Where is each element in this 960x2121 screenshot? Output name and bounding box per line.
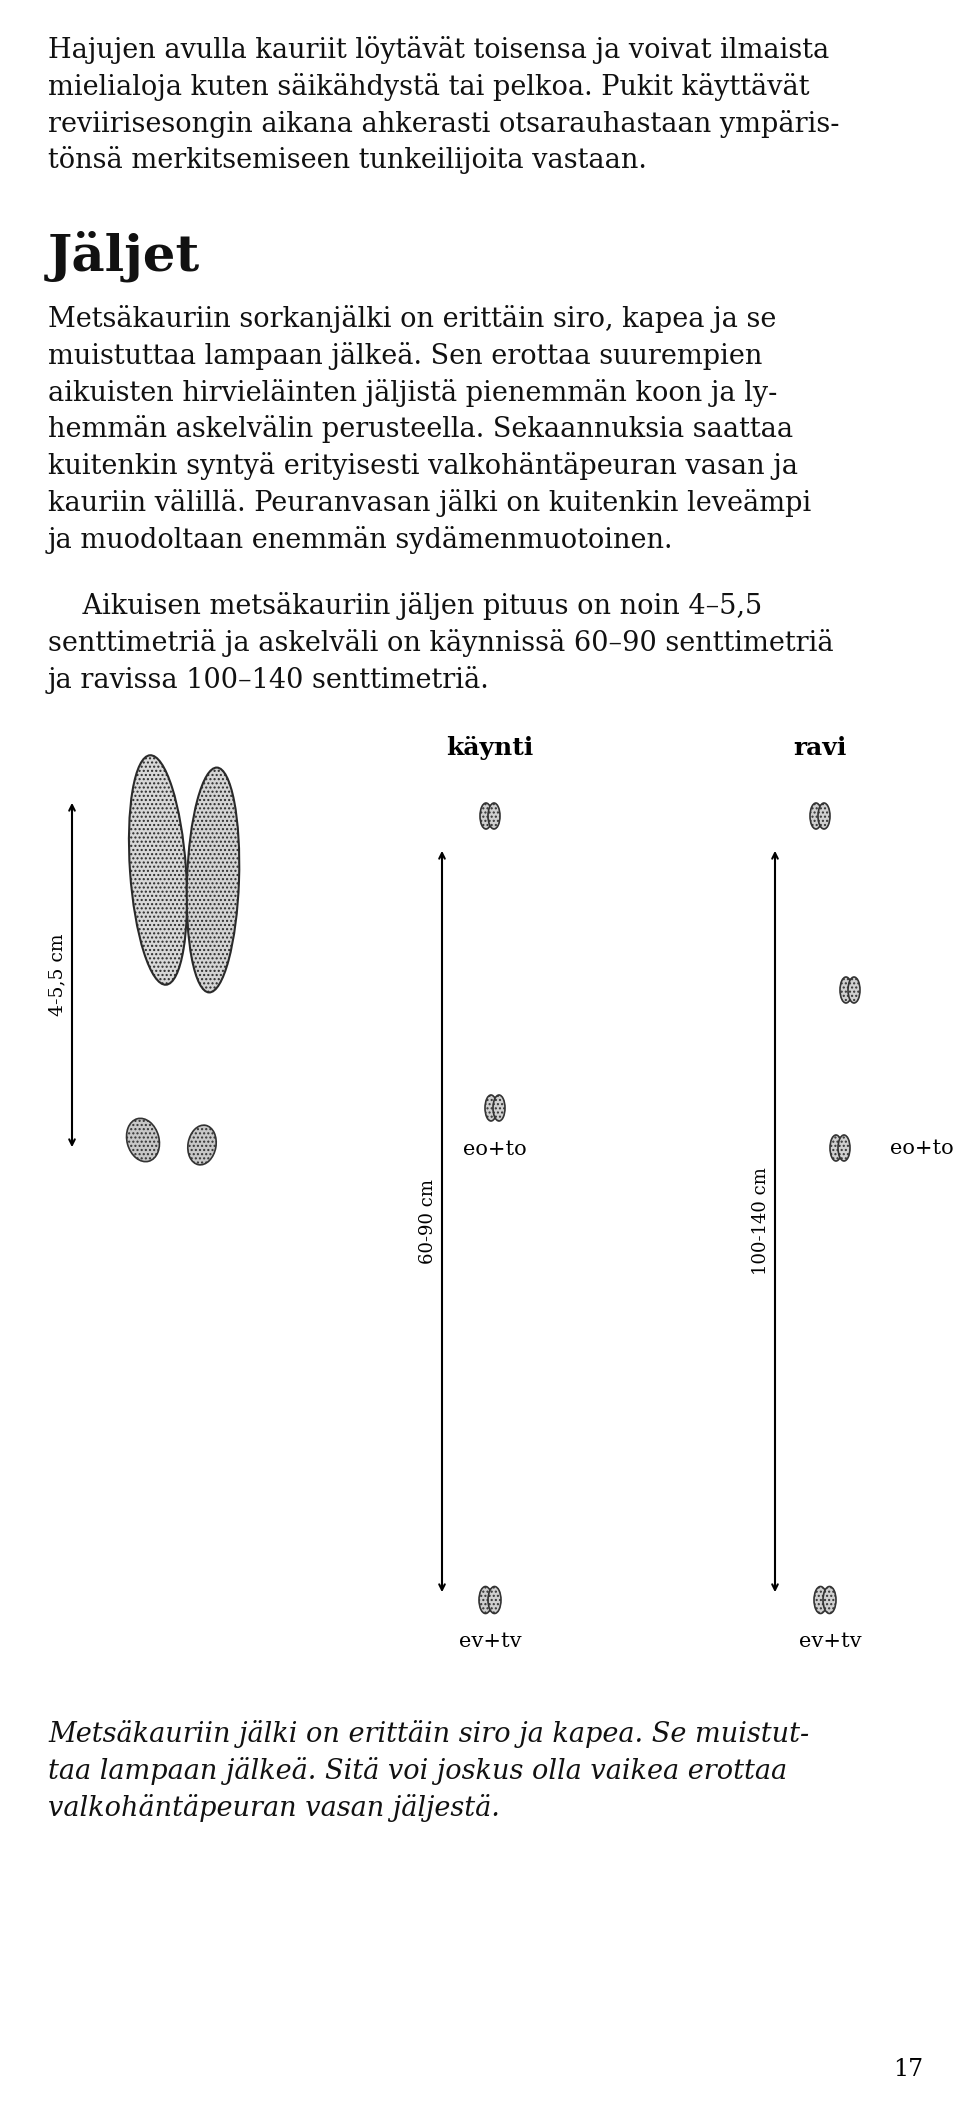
Text: ravi: ravi (793, 736, 847, 759)
Ellipse shape (493, 1094, 505, 1122)
Ellipse shape (479, 1587, 492, 1614)
Ellipse shape (127, 1118, 159, 1162)
Ellipse shape (488, 804, 500, 829)
Ellipse shape (188, 1124, 216, 1164)
Text: Metsäkauriin sorkanjälki on erittäin siro, kapea ja se
muistuttaa lampaan jälkeä: Metsäkauriin sorkanjälki on erittäin sir… (48, 305, 811, 554)
Text: Aikuisen metsäkauriin jäljen pituus on noin 4–5,5
senttimetriä ja askelväli on k: Aikuisen metsäkauriin jäljen pituus on n… (48, 592, 833, 694)
Text: 17: 17 (893, 2059, 924, 2081)
Ellipse shape (838, 1135, 850, 1160)
Ellipse shape (848, 978, 860, 1003)
Text: Jäljet: Jäljet (48, 229, 201, 282)
Text: eo+to: eo+to (463, 1139, 527, 1158)
Ellipse shape (187, 768, 239, 993)
Text: 60-90 cm: 60-90 cm (419, 1179, 437, 1264)
Ellipse shape (818, 804, 830, 829)
Ellipse shape (840, 978, 852, 1003)
Ellipse shape (480, 804, 492, 829)
Text: 100-140 cm: 100-140 cm (752, 1167, 770, 1275)
Ellipse shape (823, 1587, 836, 1614)
Ellipse shape (129, 755, 187, 984)
Text: Hajujen avulla kauriit löytävät toisensa ja voivat ilmaista
mielialoja kuten säi: Hajujen avulla kauriit löytävät toisensa… (48, 36, 839, 174)
Ellipse shape (810, 804, 822, 829)
Text: eo+to: eo+to (890, 1139, 953, 1158)
Text: 4-5,5 cm: 4-5,5 cm (48, 933, 66, 1016)
Ellipse shape (814, 1587, 827, 1614)
Text: käynti: käynti (446, 736, 534, 759)
Text: ev+tv: ev+tv (799, 1631, 861, 1650)
Text: ev+tv: ev+tv (459, 1631, 521, 1650)
Ellipse shape (830, 1135, 842, 1160)
Ellipse shape (488, 1587, 501, 1614)
Text: Metsäkauriin jälki on erittäin siro ja kapea. Se muistut-
taa lampaan jälkeä. Si: Metsäkauriin jälki on erittäin siro ja k… (48, 1720, 809, 1822)
Ellipse shape (485, 1094, 497, 1122)
